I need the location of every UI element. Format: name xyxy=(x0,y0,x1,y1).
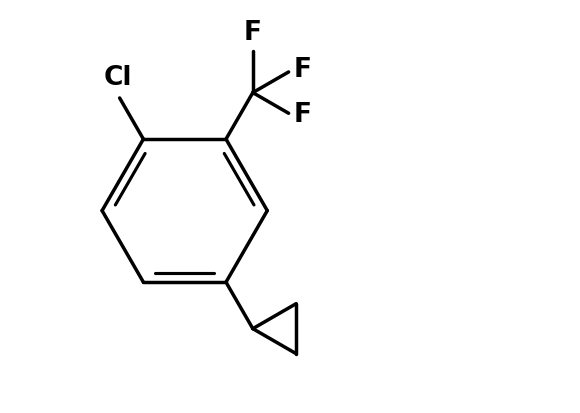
Text: F: F xyxy=(293,57,311,83)
Text: F: F xyxy=(293,102,311,128)
Text: F: F xyxy=(244,20,262,46)
Text: Cl: Cl xyxy=(103,64,132,90)
